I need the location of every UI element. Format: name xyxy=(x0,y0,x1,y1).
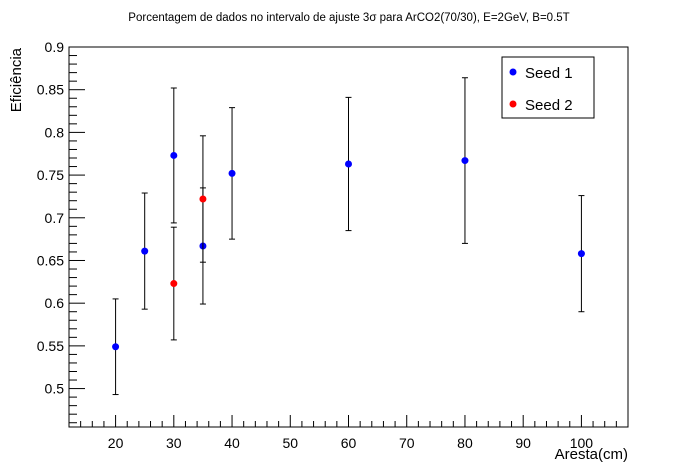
y-tick-label: 0.9 xyxy=(45,39,65,55)
data-layer xyxy=(112,77,585,396)
y-tick-label: 0.55 xyxy=(37,338,64,354)
y-tick-label: 0.5 xyxy=(45,381,65,397)
y-tick-label: 0.85 xyxy=(37,82,64,98)
x-tick-label: 40 xyxy=(224,435,240,451)
data-point-seed-2 xyxy=(199,195,207,203)
x-tick-label: 50 xyxy=(282,435,298,451)
y-tick-label: 0.6 xyxy=(45,295,65,311)
legend-marker-seed-2 xyxy=(509,100,517,108)
data-point-seed-2 xyxy=(170,280,178,288)
y-tick-label: 0.8 xyxy=(45,124,65,140)
series-seed-2 xyxy=(170,135,207,341)
legend-label-seed-1: Seed 1 xyxy=(525,65,573,82)
x-tick-label: 90 xyxy=(515,435,531,451)
legend: Seed 1 Seed 2 xyxy=(501,56,595,119)
data-point-seed-1 xyxy=(141,247,149,255)
x-axis-title: Aresta(cm) xyxy=(555,446,628,463)
series-seed-1 xyxy=(112,77,585,396)
data-point-seed-1 xyxy=(577,250,585,258)
y-axis-title: Eficiência xyxy=(8,47,25,112)
legend-box xyxy=(501,56,595,119)
chart-title: Porcentagem de dados no intervalo de aju… xyxy=(128,12,569,24)
y-tick-label: 0.75 xyxy=(37,167,64,183)
data-point-seed-1 xyxy=(228,169,236,177)
x-tick-label: 60 xyxy=(341,435,357,451)
data-point-seed-1 xyxy=(461,157,469,165)
y-tick-label: 0.65 xyxy=(37,252,64,268)
data-point-seed-1 xyxy=(112,343,120,351)
y-tick-label: 0.7 xyxy=(45,210,65,226)
x-tick-label: 30 xyxy=(166,435,182,451)
legend-marker-seed-1 xyxy=(509,68,517,76)
x-tick-label: 70 xyxy=(399,435,415,451)
data-point-seed-1 xyxy=(345,160,352,168)
x-tick-label: 20 xyxy=(108,435,124,451)
legend-label-seed-2: Seed 2 xyxy=(525,97,573,114)
y-axis: 0.5 0.55 0.6 0.65 0.7 0.75 0.8 0.85 0.9 xyxy=(37,39,85,424)
x-tick-label: 80 xyxy=(457,435,473,451)
data-point-seed-1 xyxy=(170,151,178,159)
x-tick-label: 100 xyxy=(570,435,594,451)
x-axis: 20 30 40 50 60 70 80 90 100 xyxy=(68,415,629,451)
